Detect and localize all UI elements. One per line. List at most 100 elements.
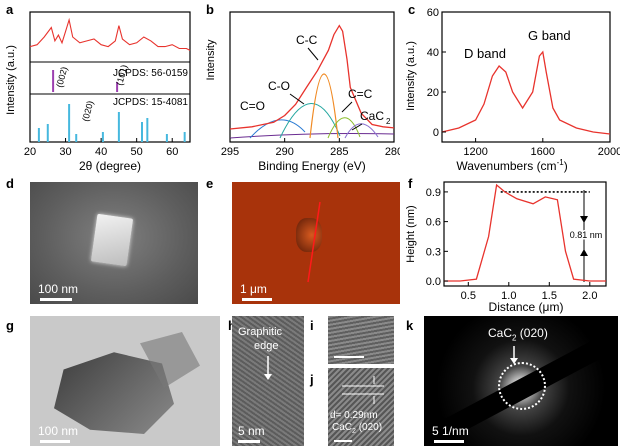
panel-a-xtick-label: 20 bbox=[24, 146, 36, 158]
panel-i-scale-bar bbox=[334, 356, 364, 358]
panel-f-yticks: 0.0 0.3 0.6 0.9 bbox=[426, 187, 448, 288]
panel-c-ytick-label: 40 bbox=[427, 47, 439, 59]
panel-a-xrd-chart: 20 30 40 50 60 Intensity (a.u.) 2θ (degree) … bbox=[5, 11, 191, 173]
panel-d-flake bbox=[90, 213, 134, 267]
panel-e-scale-label: 1 μm bbox=[240, 282, 267, 296]
panel-label-e: e bbox=[206, 176, 214, 191]
panel-c-xtick-label: 1200 bbox=[463, 146, 487, 158]
panel-label-j: j bbox=[310, 372, 314, 387]
panel-i-lattice-image bbox=[328, 316, 394, 364]
panel-b-frame bbox=[229, 11, 395, 143]
panel-f-xtick-label: 2.0 bbox=[582, 290, 597, 302]
panel-k-label: CaC2 (020) bbox=[488, 326, 548, 343]
panel-a-xtick-label: 30 bbox=[59, 146, 71, 158]
panel-f-ytick-label: 0.3 bbox=[426, 246, 441, 258]
panel-b-fit-c-c bbox=[309, 73, 339, 139]
panel-b-ann-c-o: C=O bbox=[240, 99, 265, 113]
panel-g-tem-image: 100 nm bbox=[30, 316, 220, 446]
panel-e-afm-image: 1 μm bbox=[232, 182, 400, 304]
panel-k-scale-bar bbox=[434, 440, 464, 443]
panel-h-arrow bbox=[264, 356, 272, 380]
panel-label-a: a bbox=[6, 2, 14, 17]
panel-c-frame bbox=[441, 11, 611, 143]
panel-c-xlabel-text: Wavenumbers (cm-1) bbox=[456, 158, 567, 173]
panel-a-ylabel: Intensity (a.u.) bbox=[5, 45, 17, 115]
panel-a-peak-002: (002) bbox=[54, 66, 69, 89]
panel-a-frame bbox=[29, 11, 191, 143]
panel-d-scale-bar bbox=[40, 298, 72, 301]
panel-f-ylabel: Height (nm) bbox=[405, 205, 417, 262]
panel-g-scale-label: 100 nm bbox=[38, 424, 79, 438]
panel-a-xtick-label: 50 bbox=[131, 146, 143, 158]
panel-h-scale-label: 5 nm bbox=[238, 424, 265, 438]
panel-b-ann-cac2: CaC bbox=[360, 109, 384, 123]
panel-a-xrd-line bbox=[29, 17, 191, 51]
panel-c-xticks: 1200 1600 2000 bbox=[463, 138, 620, 158]
panel-f-height-chart: 0.81 nm 0.0 0.3 0.6 0.9 0.5 1.0 1.5 2.0 Height… bbox=[405, 181, 607, 314]
panel-k-ring-marker bbox=[498, 362, 546, 410]
panel-f-frame bbox=[443, 181, 607, 287]
panel-b-xtick-label: 285 bbox=[330, 146, 348, 158]
panel-f-arrow-head-down bbox=[580, 216, 588, 223]
panel-a-xtick-label: 60 bbox=[166, 146, 178, 158]
panel-b-xtick-label: 290 bbox=[275, 146, 293, 158]
panel-e-flake bbox=[296, 218, 322, 252]
panel-label-g: g bbox=[6, 318, 14, 333]
panel-a-ref2-sticks bbox=[37, 104, 186, 142]
panel-c-xtick-label: 2000 bbox=[598, 146, 620, 158]
panel-c-ytick-label: 0 bbox=[433, 127, 439, 139]
panel-f-xlabel: Distance (μm) bbox=[489, 300, 564, 314]
panel-h-text2: edge bbox=[254, 340, 279, 352]
panel-b-fit-cac2 bbox=[344, 123, 379, 139]
panel-b-ann-c-c: C=C bbox=[348, 87, 373, 101]
panel-label-k: k bbox=[406, 318, 414, 333]
panel-f-annotation: 0.81 nm bbox=[570, 230, 603, 240]
panel-b-xps-chart: 295 290 285 280 Intensity Binding Energy (e… bbox=[205, 11, 400, 173]
panel-h-text1: Graphitic bbox=[238, 326, 283, 338]
panel-label-d: d bbox=[6, 176, 14, 191]
panel-h-scale-bar bbox=[238, 440, 260, 443]
panel-c-g-band: G band bbox=[528, 28, 571, 43]
panel-f-ytick-label: 0.9 bbox=[426, 187, 441, 199]
panel-a-ref1-sticks bbox=[52, 70, 119, 92]
panel-k-scale-label: 5 1/nm bbox=[432, 424, 469, 438]
panel-c-xtick-label: 1600 bbox=[531, 146, 555, 158]
panel-f-xtick-label: 1.0 bbox=[501, 290, 516, 302]
panel-a-xtick-label: 40 bbox=[95, 146, 107, 158]
panel-j-lattice-image: d= 0.29nm CaC2 (020) bbox=[328, 368, 394, 446]
panel-f-xtick-label: 1.5 bbox=[542, 290, 557, 302]
panel-a-ref2-label: JCPDS: 15-4081 bbox=[113, 97, 188, 108]
panel-b-xticks: 295 290 285 280 bbox=[221, 138, 400, 158]
panel-b-ann-co: C-O bbox=[268, 79, 290, 93]
panel-b-ann-cc: C-C bbox=[296, 33, 318, 47]
panel-b-fit-c-o bbox=[279, 103, 341, 139]
panel-j-spacing-marker bbox=[342, 376, 384, 404]
panel-c-yticks: 0 20 40 60 bbox=[427, 7, 446, 139]
panel-f-profile-line bbox=[444, 183, 606, 282]
panel-c-raman-chart: 0 20 40 60 1200 1600 2000 Intensity (a.u.) Wa… bbox=[405, 7, 620, 173]
panel-j-dspacing: d= 0.29nm bbox=[330, 410, 378, 421]
panel-b-xtick-label: 280 bbox=[385, 146, 400, 158]
panel-f-arrow-head-up bbox=[580, 249, 588, 256]
panel-b-ylabel: Intensity bbox=[205, 39, 217, 80]
panel-label-i: i bbox=[310, 318, 314, 333]
panel-f-ytick-label: 0.0 bbox=[426, 276, 441, 288]
panel-c-ytick-label: 60 bbox=[427, 7, 439, 19]
panel-a-xlabel: 2θ (degree) bbox=[79, 159, 141, 173]
panel-g-scale-bar bbox=[40, 440, 70, 443]
panel-b-background bbox=[229, 133, 395, 139]
panel-e-scale-bar bbox=[242, 298, 272, 301]
panel-b-xtick-label: 295 bbox=[221, 146, 239, 158]
panel-d-scale-label: 100 nm bbox=[38, 282, 79, 296]
panel-f-xtick-label: 0.5 bbox=[461, 290, 476, 302]
panel-f-xticks: 0.5 1.0 1.5 2.0 bbox=[461, 282, 597, 302]
panel-c-ytick-label: 20 bbox=[427, 87, 439, 99]
panel-b-xlabel: Binding Energy (eV) bbox=[258, 159, 365, 173]
panel-f-ytick-label: 0.6 bbox=[426, 217, 441, 229]
panel-b-fit-c-c-double bbox=[327, 117, 361, 139]
panel-k-saed-image: CaC2 (020) 5 1/nm bbox=[424, 316, 618, 446]
panel-k-arrow bbox=[510, 346, 518, 364]
panel-j-scale-bar bbox=[334, 440, 352, 442]
panel-label-b: b bbox=[206, 2, 214, 17]
panel-c-raman-line bbox=[441, 50, 611, 135]
